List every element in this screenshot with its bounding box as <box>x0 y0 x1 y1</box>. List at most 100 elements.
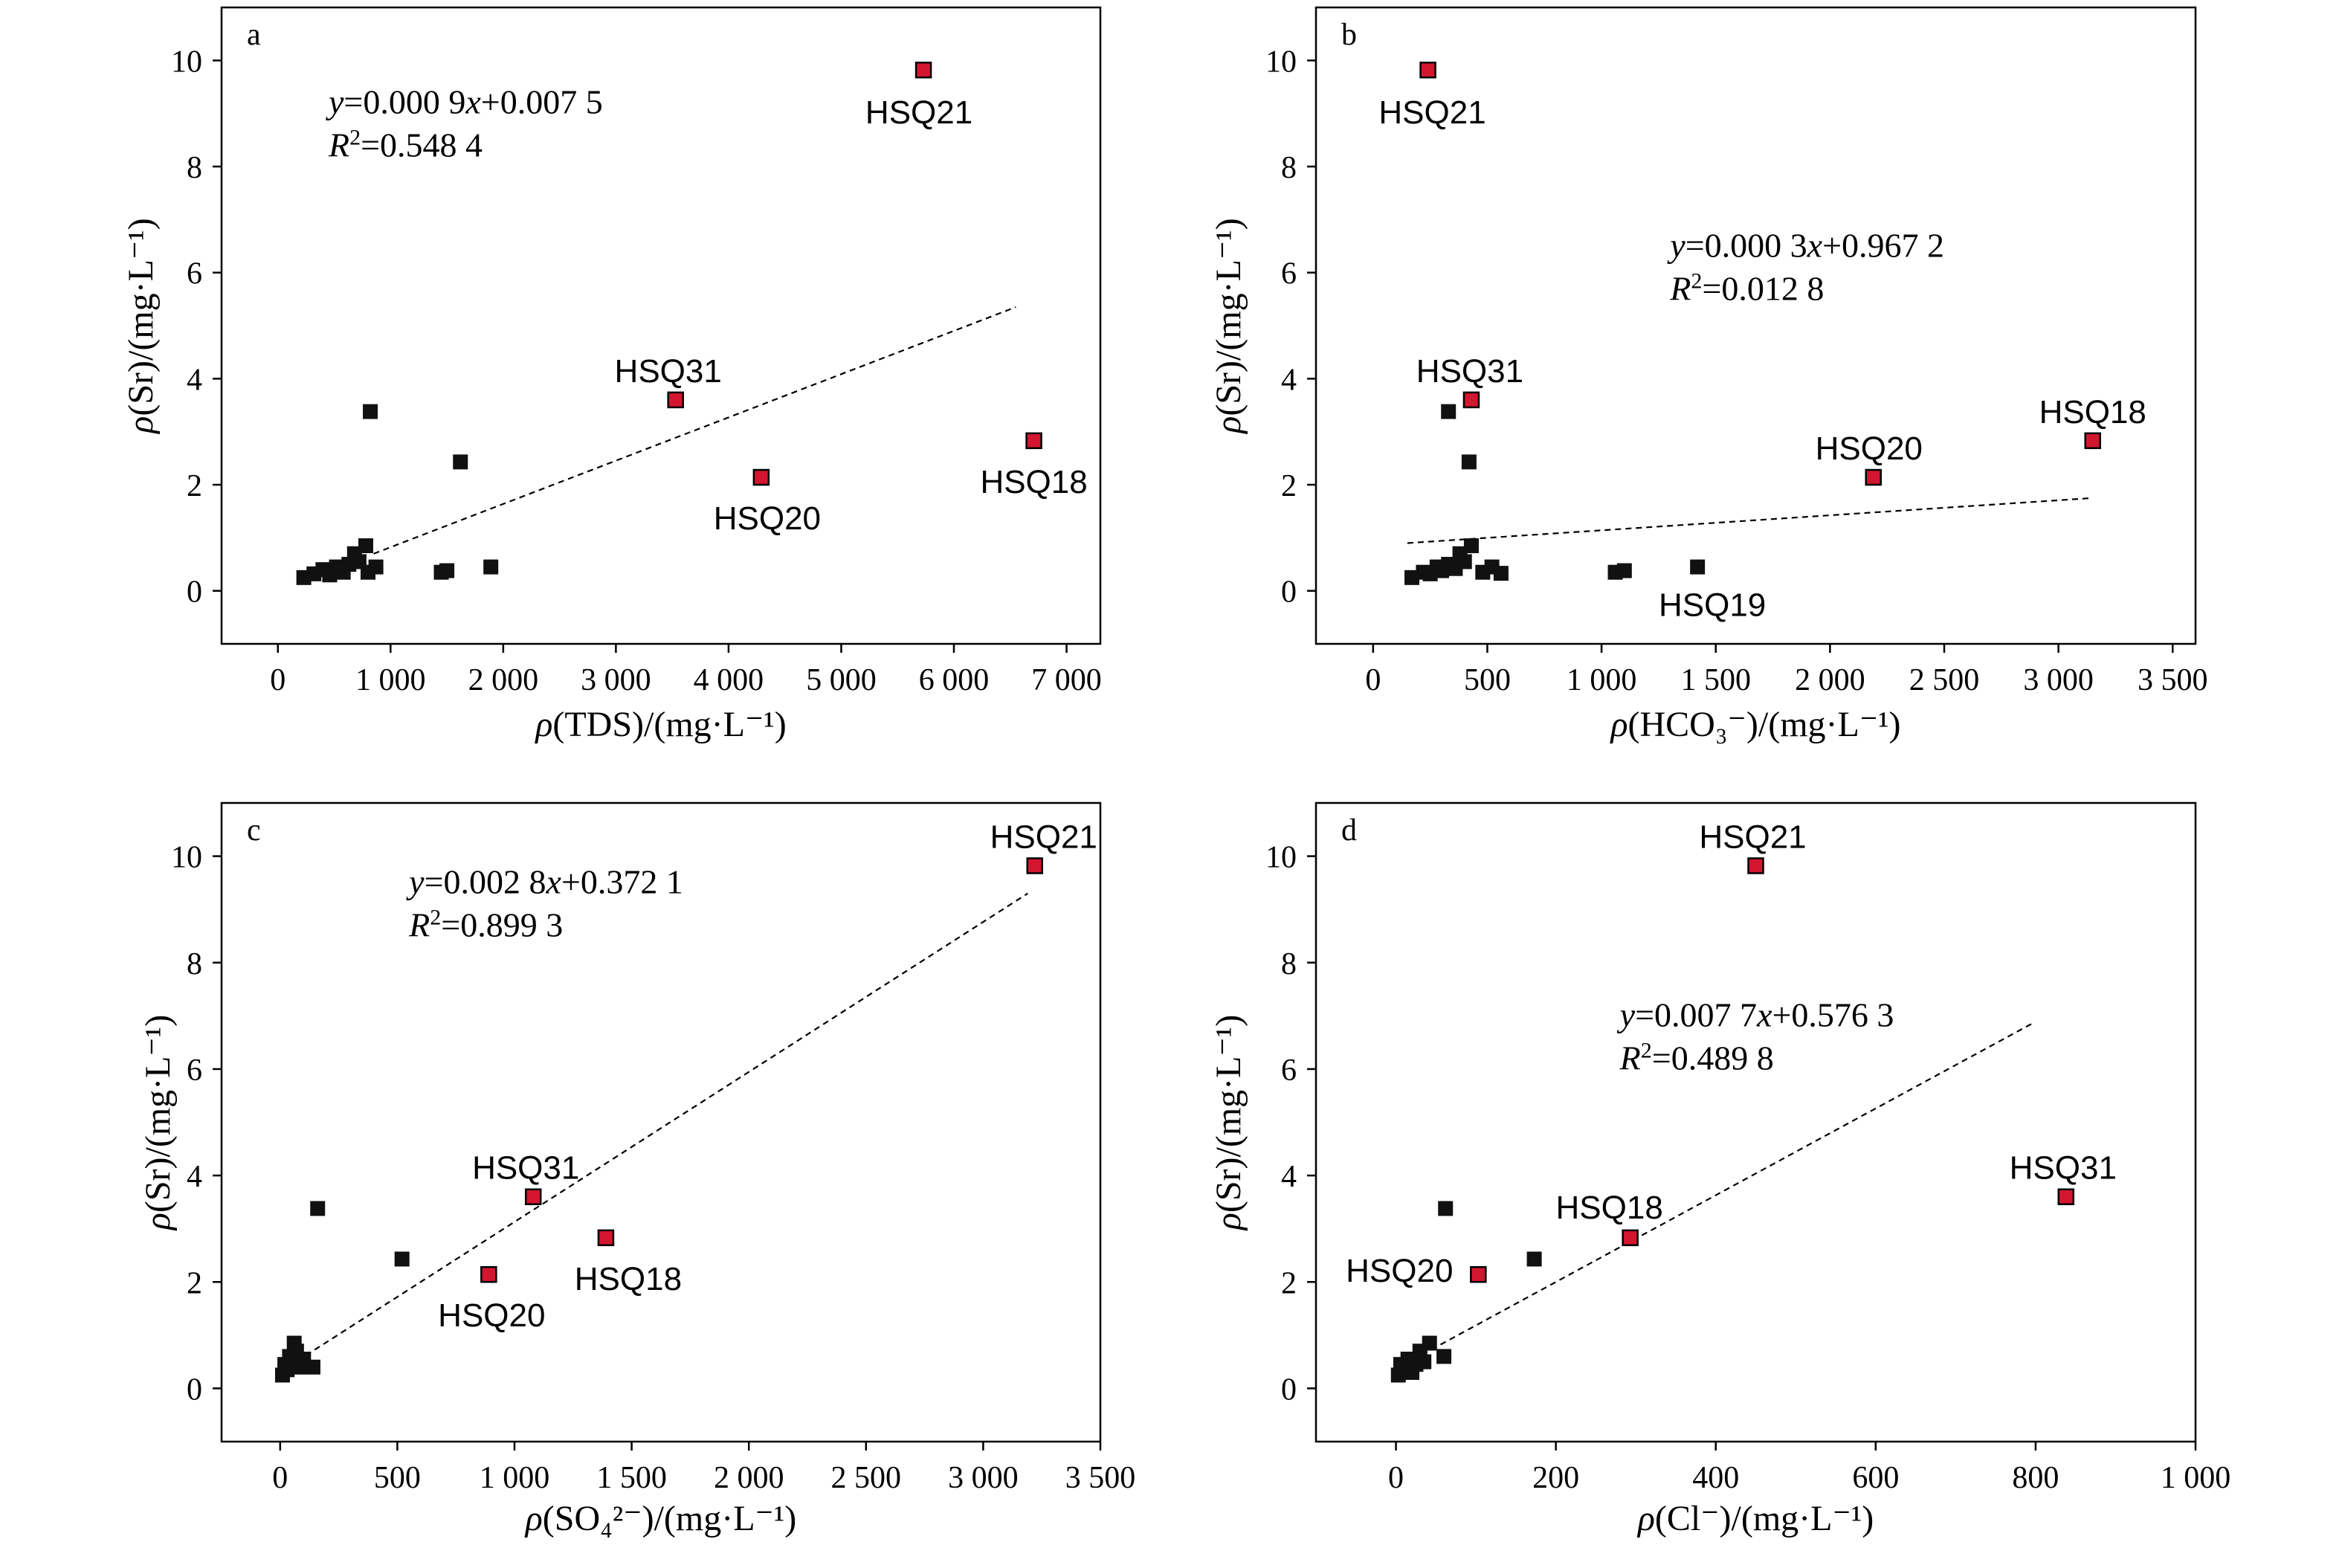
y-axis-title: ρ(Sr)/(mg·L⁻¹) <box>121 218 161 434</box>
x-tick-label: 500 <box>374 1461 421 1495</box>
point-label: HSQ19 <box>1659 587 1766 624</box>
plot-frame <box>1314 801 2197 1443</box>
sample-point <box>305 1359 320 1375</box>
y-axis-title: ρ(Sr)/(mg·L⁻¹) <box>138 1015 178 1231</box>
point-label: HSQ21 <box>865 94 972 131</box>
y-tick-label: 6 <box>187 1054 202 1088</box>
sample-point <box>1526 1251 1542 1267</box>
regression-equation: y=0.007 7x+0.576 3 <box>1617 996 1894 1034</box>
sample-point <box>368 559 384 575</box>
sample-point <box>363 404 378 419</box>
x-tick-label: 1 000 <box>2161 1461 2231 1495</box>
y-tick-label: 0 <box>1281 575 1297 610</box>
sample-point <box>358 538 373 554</box>
y-tick-label: 2 <box>187 469 202 503</box>
x-axis-title: ρ(Cl⁻)/(mg·L⁻¹) <box>1636 1499 1874 1538</box>
highlight-point-hsq18 <box>1025 432 1042 450</box>
x-tick-label: 600 <box>1852 1461 1899 1495</box>
x-tick-label: 1 000 <box>355 663 426 697</box>
highlight-point-hsq20 <box>480 1265 497 1283</box>
sample-point <box>1416 1354 1432 1369</box>
y-tick-label: 8 <box>1281 151 1297 185</box>
x-axis-title: ρ(SO₄²⁻)/(mg·L⁻¹) <box>524 1499 797 1538</box>
x-tick-label: 0 <box>1388 1461 1404 1495</box>
x-tick-label: 400 <box>1692 1461 1739 1495</box>
x-axis-title: ρ(TDS)/(mg·L⁻¹) <box>534 705 786 744</box>
sample-point <box>483 559 499 575</box>
point-label: HSQ21 <box>1378 94 1485 131</box>
point-label: HSQ31 <box>615 353 722 390</box>
x-axis-title: ρ(HCO₃⁻)/(mg·L⁻¹) <box>1609 705 1900 744</box>
sample-point <box>1422 1335 1437 1351</box>
regression-equation: y=0.000 9x+0.007 5 <box>326 83 603 121</box>
highlight-point-hsq31 <box>524 1188 542 1205</box>
y-tick-label: 2 <box>1281 469 1297 503</box>
point-label: HSQ20 <box>438 1297 545 1334</box>
y-tick-label: 10 <box>171 45 202 79</box>
sample-point <box>1457 554 1472 570</box>
y-tick-label: 2 <box>1281 1266 1297 1300</box>
y-tick-label: 8 <box>1281 947 1297 981</box>
highlight-point-hsq31 <box>2057 1188 2075 1205</box>
x-tick-label: 3 500 <box>1065 1461 1136 1495</box>
point-label: HSQ20 <box>1816 430 1923 467</box>
y-tick-label: 0 <box>1281 1372 1297 1407</box>
sample-point <box>1438 1201 1454 1216</box>
panel-d-chloride: 0 200 400 600 800 1 000 0 2 4 6 8 10 d ρ(Cl⁻)/(mg·L⁻¹… <box>1209 801 2231 1538</box>
highlight-point-hsq20 <box>752 468 770 486</box>
x-tick-label: 0 <box>270 663 286 697</box>
highlight-point-hsq20 <box>1470 1265 1487 1283</box>
x-tick-label: 3 500 <box>2138 663 2208 697</box>
y-tick-label: 4 <box>187 363 202 397</box>
y-tick-label: 0 <box>187 1372 202 1407</box>
x-tick-label: 1 500 <box>596 1461 667 1495</box>
y-tick-label: 8 <box>187 151 202 185</box>
plot-frame <box>220 801 1102 1443</box>
x-tick-label: 1 500 <box>1680 663 1751 697</box>
point-label: HSQ21 <box>1699 819 1806 855</box>
panel-letter: a <box>247 18 261 52</box>
sample-point <box>310 1201 326 1216</box>
regression-line <box>305 892 1028 1356</box>
regression-equation: y=0.002 8x+0.372 1 <box>406 863 683 901</box>
point-label: HSQ18 <box>1556 1190 1663 1226</box>
panel-a-tds: 0 1 000 2 000 3 000 4 000 5 000 6 000 7 000 0 2 4 6… <box>121 6 1102 744</box>
y-tick-label: 0 <box>187 575 202 610</box>
point-label: HSQ20 <box>714 500 821 537</box>
x-tick-label: 2 000 <box>468 663 539 697</box>
x-tick-label: 1 000 <box>1567 663 1637 697</box>
highlight-point-hsq21 <box>914 61 932 79</box>
highlight-point-hsq21 <box>1747 857 1764 874</box>
panel-letter: b <box>1341 18 1357 52</box>
y-tick-label: 8 <box>187 947 202 981</box>
point-label: HSQ20 <box>1346 1253 1453 1289</box>
x-tick-label: 500 <box>1464 663 1511 697</box>
x-tick-label: 0 <box>272 1461 288 1495</box>
sample-point <box>439 563 455 578</box>
panel-c-sulfate: 0 500 1 000 1 500 2 000 2 500 3 000 3 500 0 2 4 6 8 1… <box>138 801 1136 1538</box>
x-tick-label: 0 <box>1365 663 1381 697</box>
y-tick-label: 10 <box>1265 841 1297 875</box>
r-squared: R2=0.012 8 <box>1669 268 1824 307</box>
x-tick-label: 3 000 <box>581 663 651 697</box>
point-label: HSQ18 <box>980 464 1087 500</box>
r-squared: R2=0.548 4 <box>328 126 483 164</box>
x-tick-label: 3 000 <box>2023 663 2094 697</box>
highlight-point-hsq21 <box>1026 857 1043 874</box>
x-tick-label: 6 000 <box>919 663 990 697</box>
x-tick-label: 2 000 <box>1795 663 1865 697</box>
plot-frame <box>1314 6 2197 645</box>
x-tick-label: 7 000 <box>1031 663 1102 697</box>
highlight-point-hsq31 <box>1462 391 1480 409</box>
y-tick-label: 4 <box>187 1160 202 1194</box>
sample-point <box>1493 566 1509 581</box>
point-label: HSQ21 <box>990 819 1097 855</box>
y-tick-label: 6 <box>1281 1054 1297 1088</box>
sample-point <box>1461 454 1477 470</box>
y-axis-title: ρ(Sr)/(mg·L⁻¹) <box>1209 1015 1248 1231</box>
regression-equation: y=0.000 3x+0.967 2 <box>1667 226 1944 264</box>
y-tick-label: 6 <box>1281 257 1297 291</box>
sample-point <box>1404 570 1420 585</box>
highlight-point-hsq18 <box>597 1229 615 1247</box>
